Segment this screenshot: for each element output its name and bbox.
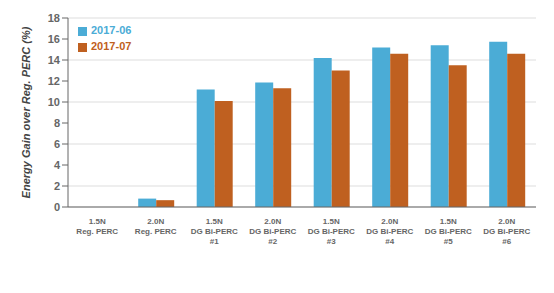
svg-text:10: 10: [48, 96, 60, 108]
svg-text:Energy Gain over Reg. PERC (%): Energy Gain over Reg. PERC (%): [20, 26, 32, 198]
svg-text:1.5NDG Bi-PERC#5: 1.5NDG Bi-PERC#5: [425, 217, 472, 246]
svg-text:4: 4: [54, 159, 61, 171]
svg-text:8: 8: [54, 117, 60, 129]
svg-text:12: 12: [48, 75, 60, 87]
svg-text:16: 16: [48, 33, 60, 45]
svg-text:1.5NDG Bi-PERC#1: 1.5NDG Bi-PERC#1: [191, 217, 238, 246]
svg-text:18: 18: [48, 12, 60, 24]
svg-text:2.0NDG Bi-PERC#2: 2.0NDG Bi-PERC#2: [249, 217, 296, 246]
svg-text:2.0NDG Bi-PERC#6: 2.0NDG Bi-PERC#6: [483, 217, 530, 246]
svg-text:6: 6: [54, 138, 60, 150]
svg-text:2.0NReg. PERC: 2.0NReg. PERC: [135, 217, 177, 236]
html-text:2017-06: 2017-06: [91, 24, 132, 36]
svg-text:14: 14: [48, 54, 61, 66]
svg-text:1.5NReg. PERC: 1.5NReg. PERC: [76, 217, 118, 236]
svg-text:2: 2: [54, 180, 60, 192]
html-text:2017-07: 2017-07: [91, 40, 132, 52]
svg-text:1.5NDG Bi-PERC#3: 1.5NDG Bi-PERC#3: [308, 217, 355, 246]
svg-text:0: 0: [54, 201, 60, 213]
svg-text:2.0NDG Bi-PERC#4: 2.0NDG Bi-PERC#4: [366, 217, 413, 246]
